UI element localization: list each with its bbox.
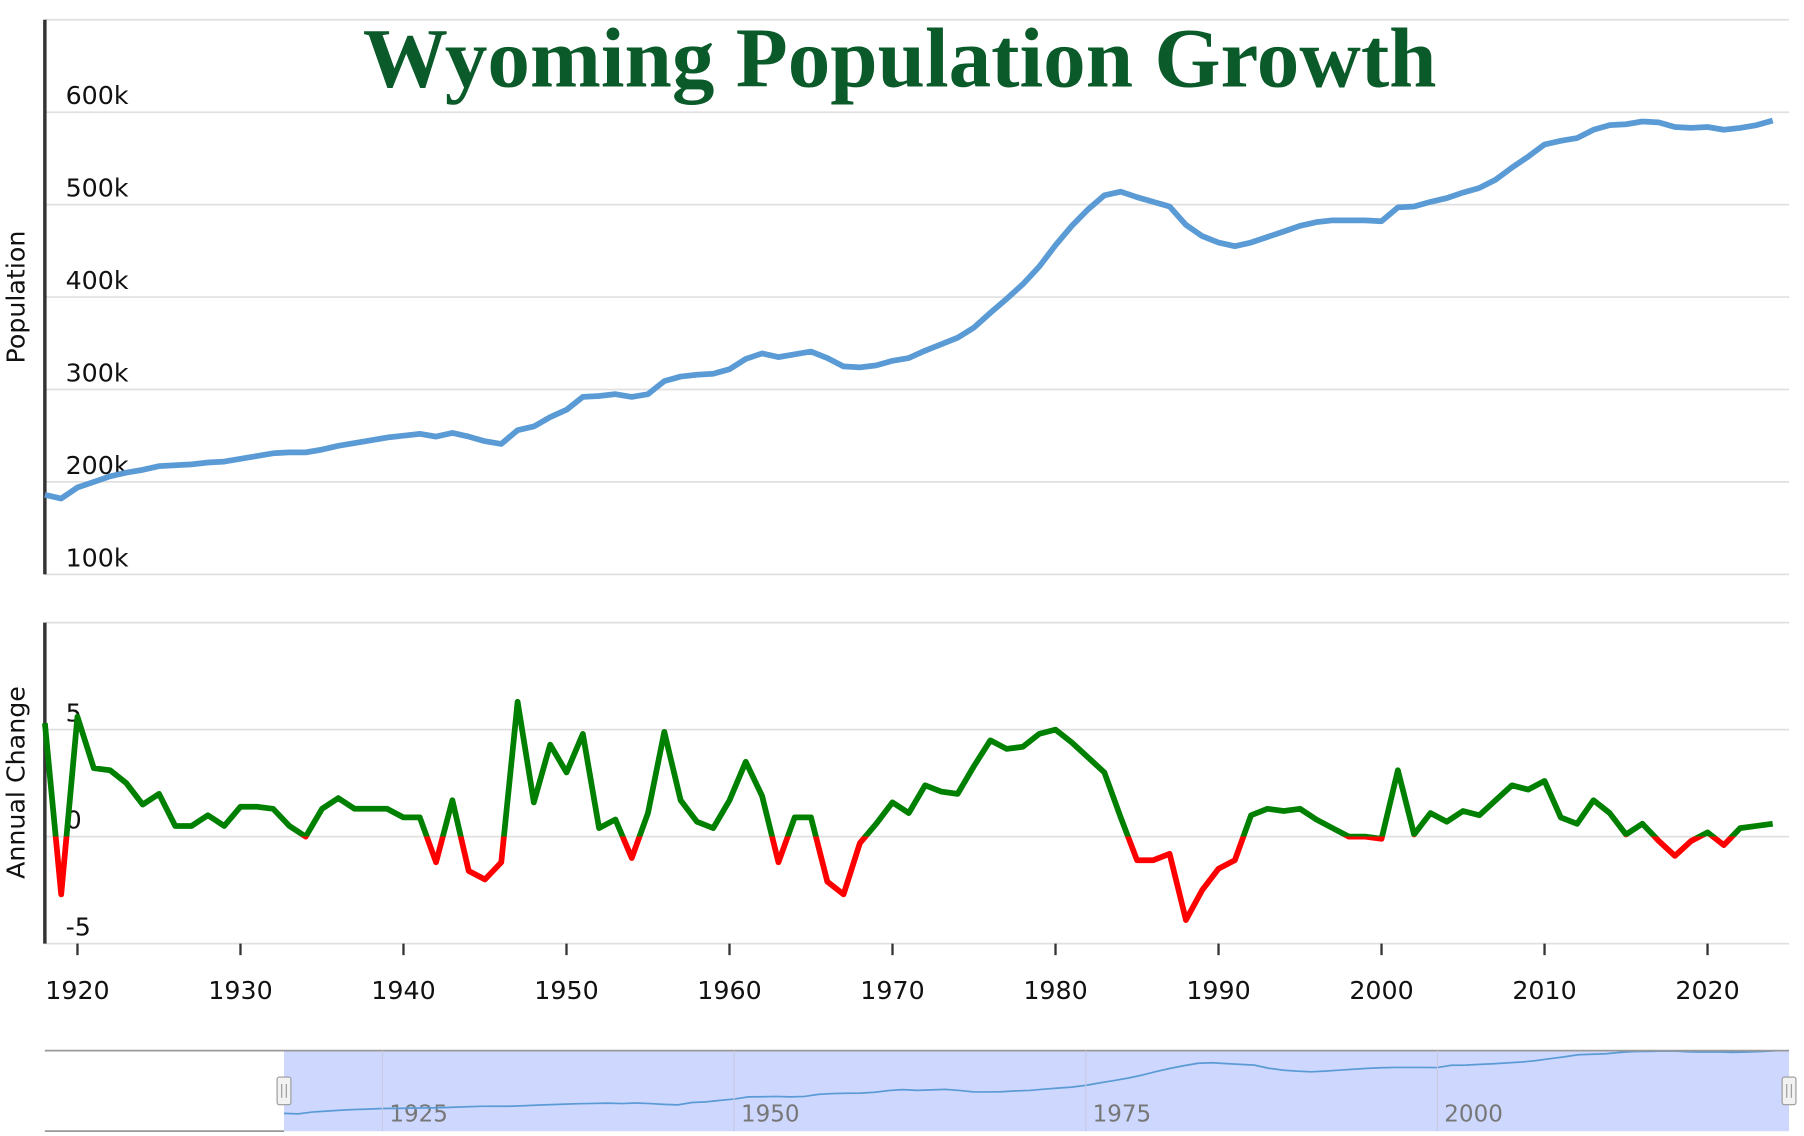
- x-tick-label: 1940: [371, 976, 435, 1005]
- navigator-tick-label: 1950: [741, 1102, 800, 1128]
- navigator-series: [283, 1049, 1776, 1115]
- x-tick-label: 1950: [534, 976, 598, 1005]
- x-tick-label: 1920: [45, 976, 109, 1005]
- navigator: 1925 1950 1975 2000: [44, 1049, 1797, 1133]
- y-tick-label: 400k: [66, 266, 129, 295]
- chart-title: Wyoming Population Growth: [363, 11, 1437, 105]
- y-axis-title: Annual Change: [1, 686, 30, 879]
- line-series: [42, 698, 1774, 923]
- navigator-tick-label: 1925: [389, 1102, 448, 1128]
- y-tick-label: 600k: [66, 81, 129, 110]
- x-tick-label: 1990: [1186, 976, 1250, 1005]
- navigator-handle[interactable]: [1781, 1076, 1797, 1106]
- x-tick-label: 1970: [860, 976, 924, 1005]
- line-series: [44, 117, 1774, 502]
- x-tick-label: 1930: [208, 976, 272, 1005]
- y-tick-label: 300k: [66, 359, 129, 388]
- navigator-handle[interactable]: [276, 1076, 292, 1106]
- navigator-tick-label: 2000: [1444, 1102, 1503, 1128]
- y-axis-title: Population: [1, 231, 30, 364]
- x-tick-label: 1980: [1023, 976, 1087, 1005]
- x-tick-label: 2000: [1349, 976, 1413, 1005]
- x-tick-label: 1960: [697, 976, 761, 1005]
- y-tick-label: 100k: [66, 543, 129, 572]
- navigator-tick-label: 1975: [1093, 1102, 1152, 1128]
- y-tick-label: -5: [66, 913, 91, 942]
- navigator-selection: [283, 1050, 1790, 1132]
- x-tick-label: 2020: [1675, 976, 1739, 1005]
- y-tick-label: 500k: [66, 174, 129, 203]
- x-tick-label: 2010: [1512, 976, 1576, 1005]
